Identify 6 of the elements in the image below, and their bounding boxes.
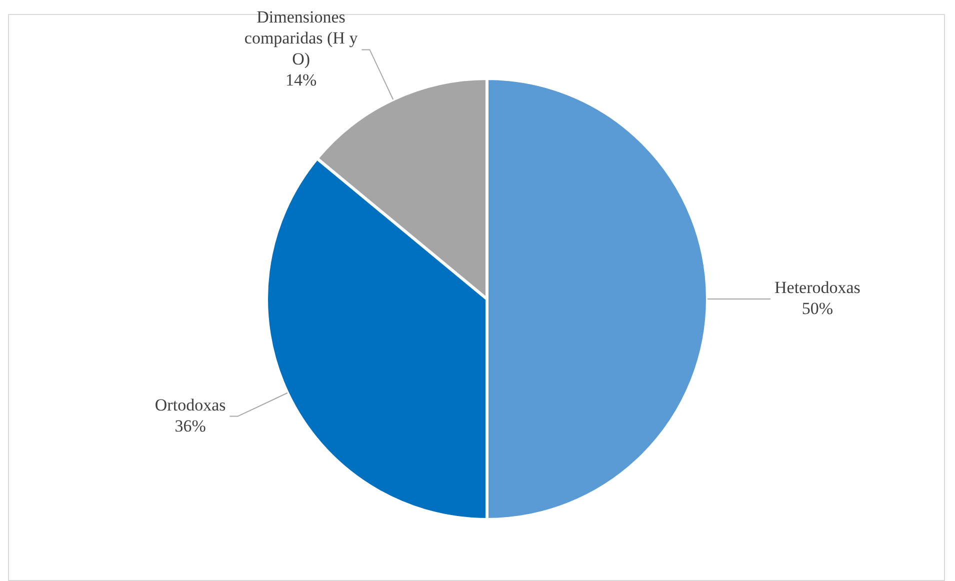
- data-label: 14%: [285, 70, 317, 90]
- slice-label: Dimensiones comparidas (H y O): [244, 8, 358, 69]
- data-label: 36%: [174, 416, 206, 436]
- data-label: 50%: [802, 298, 834, 318]
- slice-label: Ortodoxas: [154, 395, 226, 414]
- slice-label: Heterodoxas: [774, 278, 860, 297]
